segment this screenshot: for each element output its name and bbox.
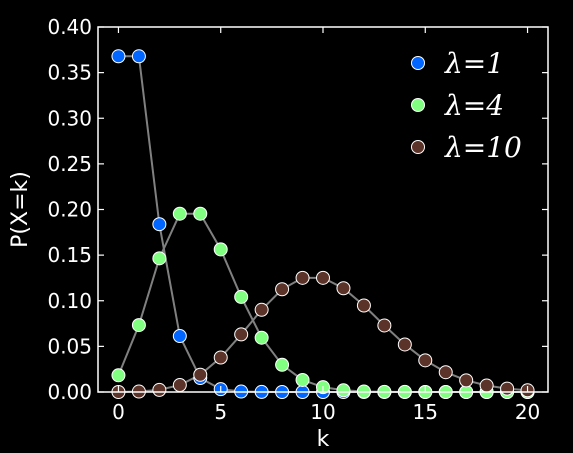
x-tick-label: 15: [413, 400, 438, 424]
data-point: [397, 337, 412, 352]
data-point: [193, 367, 208, 382]
legend-marker: [411, 98, 425, 112]
data-point: [213, 350, 228, 365]
data-point: [295, 270, 310, 285]
y-tick-label: 0.15: [47, 243, 92, 267]
y-tick-label: 0.20: [47, 198, 92, 222]
data-point: [438, 365, 453, 380]
y-axis-ticks: 0.00 0.05 0.10 0.15 0.20 0.25 0.30 0.35 0.40: [47, 15, 548, 404]
data-point: [356, 298, 371, 313]
x-tick-label: 5: [214, 400, 227, 424]
y-tick-label: 0.10: [47, 289, 92, 313]
data-point: [111, 49, 126, 64]
legend-marker: [411, 140, 425, 154]
data-point: [336, 383, 351, 398]
data-point: [213, 242, 228, 257]
data-point: [131, 49, 146, 64]
legend-label: λ=4: [444, 89, 504, 122]
data-point: [172, 206, 187, 221]
x-tick-label: 10: [310, 400, 335, 424]
data-point: [336, 281, 351, 296]
data-point: [295, 372, 310, 387]
data-point: [111, 368, 126, 383]
data-point: [193, 206, 208, 221]
data-point: [172, 329, 187, 344]
legend-label: λ=1: [444, 47, 504, 80]
data-point: [459, 373, 474, 388]
y-tick-label: 0.00: [47, 380, 92, 404]
x-tick-label: 20: [515, 400, 540, 424]
y-tick-label: 0.30: [47, 106, 92, 130]
data-point: [172, 378, 187, 393]
x-axis-ticks: 0 5 10 15 20: [112, 27, 540, 424]
x-axis-label: k: [317, 427, 330, 452]
data-point: [275, 282, 290, 297]
y-tick-label: 0.40: [47, 15, 92, 39]
data-point: [234, 327, 249, 342]
data-point: [152, 217, 167, 232]
y-tick-label: 0.25: [47, 152, 92, 176]
data-point: [418, 353, 433, 368]
data-point: [377, 318, 392, 333]
data-point: [275, 357, 290, 372]
y-tick-label: 0.05: [47, 334, 92, 358]
data-point: [479, 378, 494, 393]
data-point: [152, 251, 167, 266]
data-point: [254, 330, 269, 345]
legend: λ=1 λ=4 λ=10: [411, 47, 522, 164]
data-point: [234, 289, 249, 304]
data-point: [500, 381, 515, 396]
data-point: [316, 270, 330, 285]
y-axis-label: P(X=k): [8, 171, 33, 248]
data-point: [254, 302, 269, 317]
x-tick-label: 0: [112, 400, 125, 424]
legend-marker: [411, 56, 425, 70]
data-point: [152, 382, 167, 397]
data-point: [131, 318, 146, 333]
y-tick-label: 0.35: [47, 61, 92, 85]
legend-label: λ=10: [444, 131, 522, 164]
